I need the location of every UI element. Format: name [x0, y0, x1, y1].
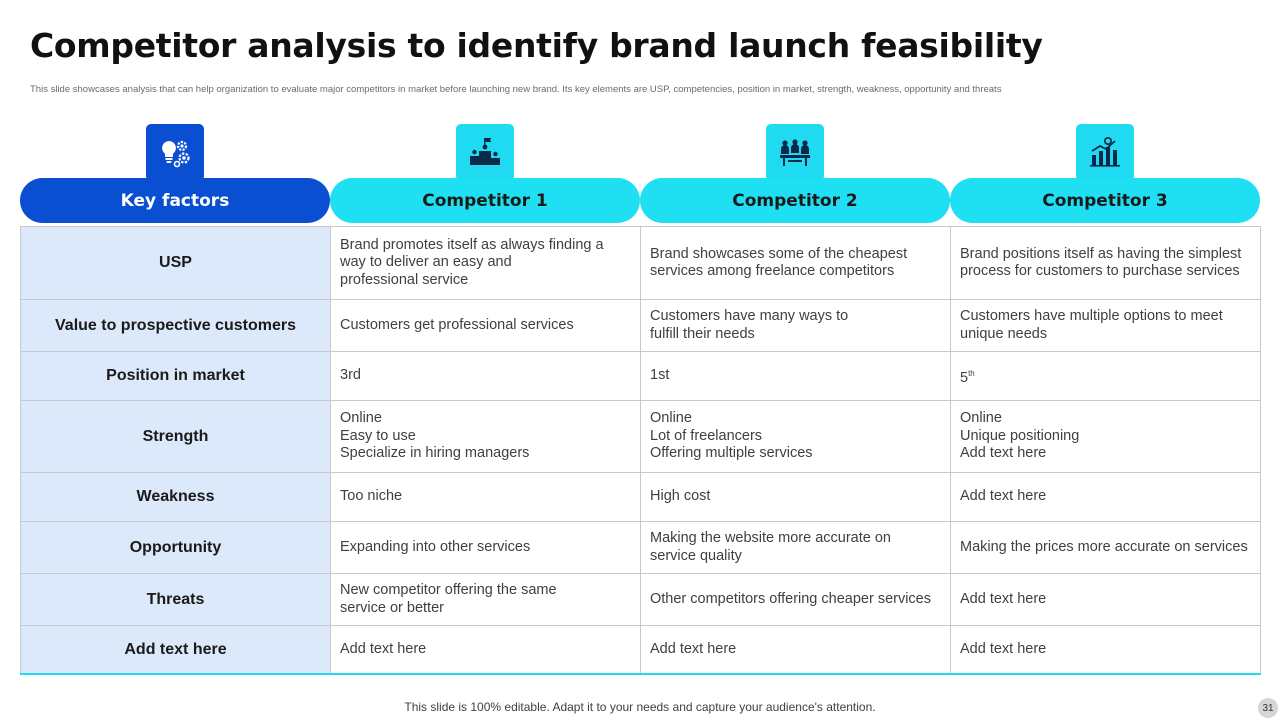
header-competitor-2: Competitor 2: [640, 178, 950, 223]
header-key-factors: Key factors: [20, 178, 330, 223]
cell-line: Add text here: [340, 640, 427, 657]
cell-line: process for customers to purchase servic…: [960, 263, 1240, 279]
slide-footer: This slide is 100% editable. Adapt it to…: [404, 700, 876, 714]
cell-text: 5: [960, 369, 969, 386]
cell-line: 1st: [650, 367, 670, 384]
cell-line: professional service: [340, 271, 469, 288]
competitor-1-cell: Online Easy to use Specialize in hiring ma…: [330, 400, 641, 473]
competitor-1-cell: Customers get professional services: [330, 299, 641, 352]
cell-line: Online: [650, 410, 692, 427]
competitor-3-cell: Add text here: [950, 472, 1261, 522]
lightbulb-gears-icon: [146, 124, 204, 181]
competitor-1-cell: Expanding into other services: [330, 521, 641, 574]
cell-line: Other competitors offering cheaper servi…: [650, 590, 932, 607]
cell-line: Brand positions itself as having the sim…: [960, 245, 1242, 262]
competitor-3-cell: Customers have multiple options to meet u…: [950, 299, 1261, 352]
cell-line: Offering multiple services: [650, 445, 813, 462]
competitor-2-cell: Making the website more accurate on servi…: [640, 521, 951, 574]
competitor-2-cell: High cost: [640, 472, 951, 522]
cell-line: Add text here: [960, 445, 1047, 462]
table-row: Position in market 3rd 1st 5th: [20, 351, 1261, 401]
key-factor-cell: Strength: [20, 400, 331, 473]
podium-icon: [456, 124, 514, 181]
cell-line: 3rd: [340, 367, 361, 384]
cell-line: Add text here: [960, 640, 1047, 657]
cell-line: Customers get professional services: [340, 316, 574, 333]
cell-line: way to deliver an easy and: [340, 254, 512, 271]
competitor-1-cell: Too niche: [330, 472, 641, 522]
cell-line: Online: [340, 410, 382, 427]
cell-line: Brand showcases some of the cheapest: [650, 245, 908, 262]
cell-line: New competitor offering the same: [340, 582, 557, 598]
table-row: Value to prospective customers Customers …: [20, 299, 1261, 352]
team-meeting-icon: [766, 124, 824, 181]
competitor-2-cell: Other competitors offering cheaper servi…: [640, 573, 951, 626]
header-competitor-1: Competitor 1: [330, 178, 640, 223]
table-row: Opportunity Expanding into other services…: [20, 521, 1261, 574]
competitor-2-cell: 1st: [640, 351, 951, 401]
cell-line: Unique positioning: [960, 427, 1080, 444]
table-row: USP Brand promotes itself as always findi…: [20, 226, 1261, 300]
key-factor-cell: Threats: [20, 573, 331, 626]
cell-line: service or better: [340, 599, 444, 616]
cell-line: Add text here: [960, 488, 1047, 505]
competitor-2-cell: Customers have many ways to fulfill their…: [640, 299, 951, 352]
growth-chart-icon: [1076, 124, 1134, 181]
cell-line: Expanding into other services: [340, 538, 531, 555]
competitor-3-cell: Online Unique positioning Add text here: [950, 400, 1261, 473]
competitor-3-cell: Brand positions itself as having the sim…: [950, 226, 1261, 300]
competitor-1-cell: 3rd: [330, 351, 641, 401]
cell-line: Easy to use: [340, 427, 416, 444]
competitor-2-cell: Add text here: [640, 625, 951, 674]
key-factor-cell: Weakness: [20, 472, 331, 522]
competitor-1-cell: Add text here: [330, 625, 641, 674]
cell-line: Making the website more accurate on: [650, 530, 891, 546]
key-factor-cell: Value to prospective customers: [20, 299, 331, 352]
cell-line: Customers have many ways to: [650, 308, 849, 324]
cell-line: Brand promotes itself as always finding …: [340, 236, 604, 253]
key-factor-cell: USP: [20, 226, 331, 300]
competitor-3-cell: Add text here: [950, 625, 1261, 674]
cell-line: Add text here: [960, 590, 1047, 607]
cell-line: Making the prices more accurate on servi…: [960, 538, 1248, 555]
key-factor-cell: Position in market: [20, 351, 331, 401]
competitor-2-cell: Online Lot of freelancers Offering multipl…: [640, 400, 951, 473]
key-factor-cell: Opportunity: [20, 521, 331, 574]
table-row: Strength Online Easy to use Specialize in h…: [20, 400, 1261, 473]
table-row: Threats New competitor offering the same s…: [20, 573, 1261, 626]
cell-line: Customers have multiple options to meet: [960, 308, 1223, 324]
cell-line: Too niche: [340, 488, 403, 505]
table-row: Add text here Add text here Add text here A…: [20, 625, 1261, 674]
comparison-table: USP Brand promotes itself as always findi…: [20, 226, 1261, 675]
cell-line: Add text here: [650, 640, 737, 657]
competitor-3-cell: 5th: [950, 351, 1261, 401]
cell-line: service quality: [650, 547, 742, 564]
cell-line: Lot of freelancers: [650, 427, 763, 444]
cell-line: Online: [960, 410, 1002, 427]
page-number: 31: [1258, 698, 1278, 718]
cell-line: unique needs: [960, 325, 1048, 342]
cell-line: fulfill their needs: [650, 325, 755, 342]
table-row: Weakness Too niche High cost Add text here: [20, 472, 1261, 522]
competitor-3-cell: Making the prices more accurate on servi…: [950, 521, 1261, 574]
key-factor-cell: Add text here: [20, 625, 331, 674]
cell-line: services among freelance competitors: [650, 263, 895, 279]
competitor-1-cell: New competitor offering the same service …: [330, 573, 641, 626]
cell-line: 5th: [960, 365, 1251, 387]
cell-line: High cost: [650, 488, 711, 505]
slide-subtitle: This slide showcases analysis that can h…: [30, 84, 1002, 95]
cell-line: Specialize in hiring managers: [340, 445, 530, 462]
competitor-1-cell: Brand promotes itself as always finding …: [330, 226, 641, 300]
slide-title: Competitor analysis to identify brand la…: [30, 26, 1043, 65]
ordinal-suffix: th: [968, 368, 975, 378]
competitor-3-cell: Add text here: [950, 573, 1261, 626]
header-competitor-3: Competitor 3: [950, 178, 1260, 223]
competitor-2-cell: Brand showcases some of the cheapest serv…: [640, 226, 951, 300]
